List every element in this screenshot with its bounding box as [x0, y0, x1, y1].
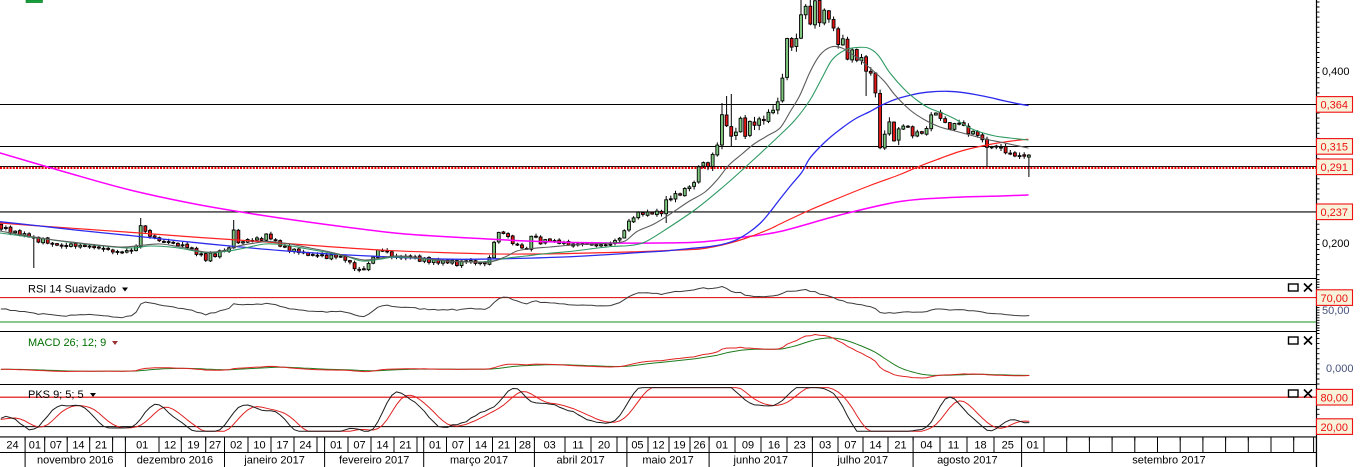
svg-text:fevereiro 2017: fevereiro 2017	[339, 455, 409, 467]
svg-text:PKS 9; 5; 5: PKS 9; 5; 5	[28, 389, 84, 401]
svg-text:abril 2017: abril 2017	[556, 455, 604, 467]
svg-text:julho 2017: julho 2017	[836, 455, 888, 467]
svg-text:14: 14	[72, 440, 84, 452]
svg-text:05: 05	[631, 440, 643, 452]
svg-text:dezembro 2016: dezembro 2016	[137, 455, 213, 467]
svg-text:07: 07	[50, 440, 62, 452]
svg-text:24: 24	[299, 440, 311, 452]
svg-text:50,00: 50,00	[1322, 305, 1350, 317]
svg-text:0,364: 0,364	[1321, 100, 1349, 112]
svg-text:12: 12	[652, 440, 664, 452]
svg-text:18: 18	[974, 440, 986, 452]
svg-text:janeiro 2017: janeiro 2017	[243, 455, 305, 467]
svg-text:19: 19	[673, 440, 685, 452]
svg-text:novembro 2016: novembro 2016	[37, 455, 113, 467]
svg-text:07: 07	[353, 440, 365, 452]
svg-text:20,00: 20,00	[1321, 422, 1349, 434]
svg-text:20: 20	[598, 440, 610, 452]
svg-text:01: 01	[1027, 440, 1039, 452]
svg-text:0,237: 0,237	[1321, 207, 1349, 219]
svg-text:25: 25	[1002, 440, 1014, 452]
svg-text:março 2017: março 2017	[450, 455, 508, 467]
svg-text:09: 09	[742, 440, 754, 452]
svg-text:27: 27	[209, 440, 221, 452]
svg-text:11: 11	[572, 440, 583, 452]
svg-text:28: 28	[519, 440, 531, 452]
svg-text:0,000: 0,000	[1326, 363, 1354, 375]
svg-text:07: 07	[844, 440, 856, 452]
svg-text:21: 21	[399, 440, 411, 452]
svg-text:MACD 26; 12; 9: MACD 26; 12; 9	[28, 337, 106, 349]
svg-text:01: 01	[330, 440, 342, 452]
svg-text:03: 03	[544, 440, 556, 452]
svg-text:01: 01	[716, 440, 728, 452]
svg-text:12: 12	[164, 440, 176, 452]
svg-text:14: 14	[475, 440, 487, 452]
svg-text:10: 10	[253, 440, 265, 452]
svg-text:21: 21	[95, 440, 107, 452]
svg-text:0,315: 0,315	[1321, 142, 1349, 154]
svg-text:04: 04	[920, 440, 932, 452]
svg-text:01: 01	[136, 440, 148, 452]
svg-text:21: 21	[894, 440, 906, 452]
svg-text:21: 21	[498, 440, 510, 452]
svg-text:14: 14	[376, 440, 388, 452]
svg-text:01: 01	[29, 440, 41, 452]
svg-text:02: 02	[230, 440, 242, 452]
svg-text:maio 2017: maio 2017	[642, 455, 693, 467]
svg-text:03: 03	[819, 440, 831, 452]
svg-text:70,00: 70,00	[1321, 293, 1349, 305]
svg-text:agosto 2017: agosto 2017	[937, 455, 998, 467]
svg-text:80,00: 80,00	[1321, 392, 1349, 404]
svg-text:19: 19	[187, 440, 199, 452]
svg-text:16: 16	[768, 440, 780, 452]
svg-text:14: 14	[869, 440, 881, 452]
svg-text:RSI 14 Suavizado: RSI 14 Suavizado	[28, 284, 116, 296]
svg-text:0,200: 0,200	[1322, 238, 1350, 250]
svg-text:07: 07	[452, 440, 464, 452]
svg-text:junho 2017: junho 2017	[733, 455, 788, 467]
svg-text:0,400: 0,400	[1322, 66, 1350, 78]
svg-text:0,291: 0,291	[1321, 162, 1349, 174]
svg-text:26: 26	[693, 440, 705, 452]
svg-text:24: 24	[6, 440, 18, 452]
svg-text:11: 11	[948, 440, 959, 452]
svg-text:setembro 2017: setembro 2017	[1132, 455, 1205, 467]
svg-text:01: 01	[429, 440, 441, 452]
svg-text:23: 23	[794, 440, 806, 452]
svg-text:17: 17	[276, 440, 288, 452]
